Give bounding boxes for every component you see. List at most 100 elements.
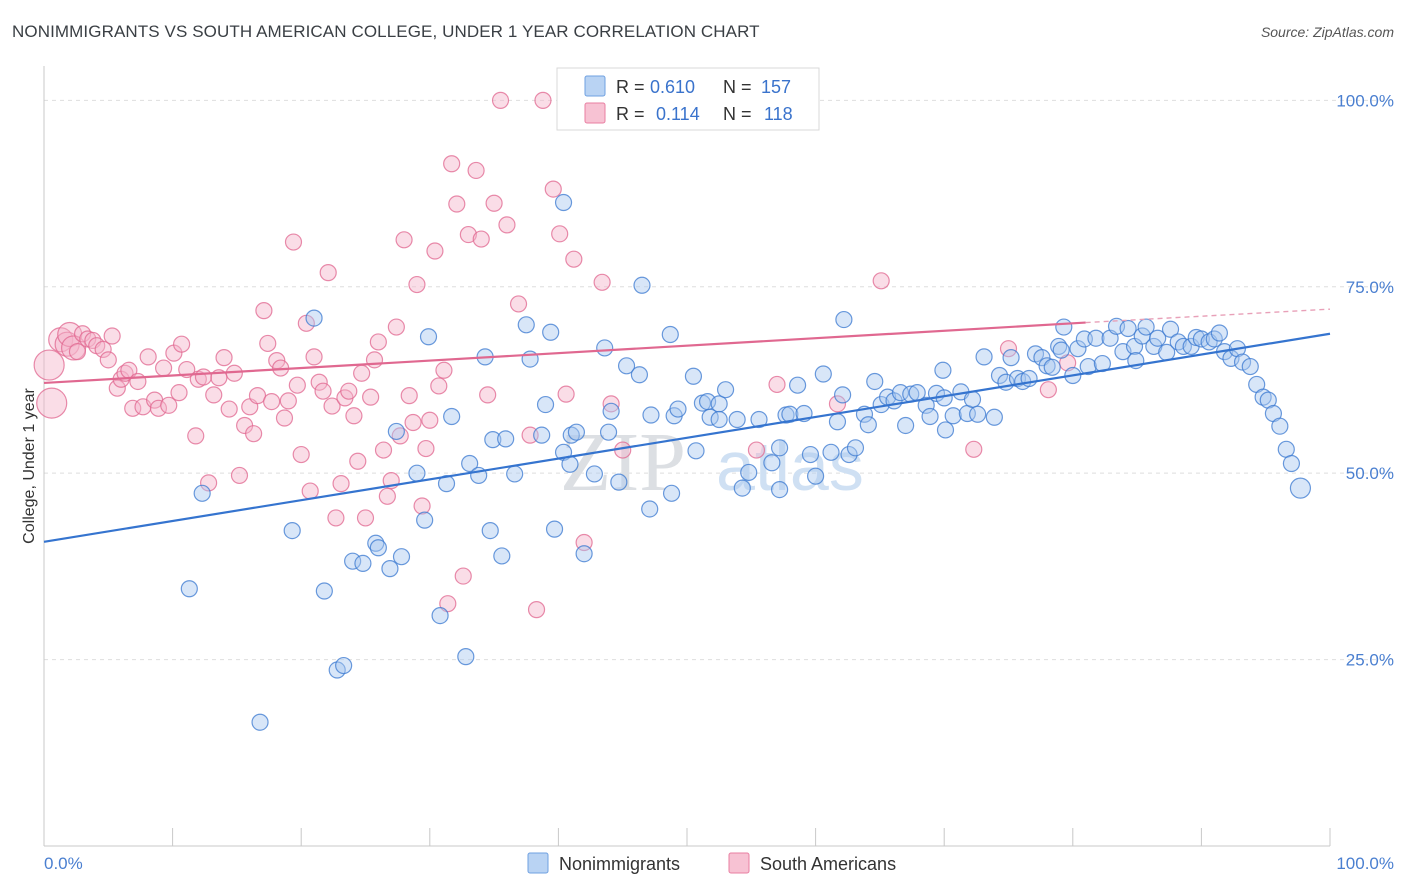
data-point: [934, 361, 952, 379]
data-point: [835, 310, 853, 329]
data-point: [788, 376, 807, 394]
y-axis-label: College, Under 1 year: [21, 388, 38, 544]
data-point: [710, 410, 728, 429]
data-point: [36, 387, 68, 419]
data-point: [1119, 319, 1137, 338]
watermark-atlas: atlas: [716, 427, 864, 505]
data-point: [68, 343, 87, 361]
data-point: [828, 395, 847, 413]
data-point: [485, 194, 503, 212]
legend-n-value-2: 118: [764, 104, 793, 124]
data-point: [533, 426, 551, 444]
scatter-points: [33, 91, 1312, 731]
data-point: [1149, 329, 1167, 347]
data-point: [443, 155, 461, 173]
data-point: [354, 554, 372, 573]
data-point: [108, 379, 126, 397]
trend-lines: [43, 308, 1331, 543]
data-point: [1137, 318, 1155, 336]
data-point: [305, 348, 323, 366]
data-point: [1052, 341, 1070, 359]
bottom-legend-swatch-nonimmigrants: [527, 852, 549, 874]
series-nonimmigrants-points: [180, 193, 1312, 731]
data-point: [263, 393, 281, 411]
data-point: [963, 390, 982, 408]
data-point: [94, 340, 112, 359]
data-point: [544, 180, 562, 198]
data-point: [215, 349, 233, 367]
data-point: [387, 318, 405, 336]
bottom-legend-label-south-americans: South Americans: [760, 854, 896, 874]
y-tick-label-100: 100.0%: [1336, 91, 1394, 110]
data-point: [356, 509, 375, 527]
data-point: [408, 464, 426, 482]
data-point: [205, 386, 223, 404]
data-point: [897, 416, 915, 435]
data-point: [129, 372, 147, 391]
data-point: [284, 233, 303, 251]
data-point: [866, 372, 884, 391]
data-point: [419, 328, 438, 346]
data-point: [565, 250, 583, 268]
data-point: [315, 582, 333, 600]
legend-n-label-2: N =: [723, 104, 752, 124]
data-point: [335, 656, 353, 675]
data-point: [747, 441, 766, 459]
data-point: [763, 454, 781, 472]
data-point: [1241, 357, 1259, 376]
x-tick-label-max: 100.0%: [1336, 854, 1394, 873]
data-point: [936, 421, 955, 439]
data-point: [557, 385, 575, 403]
data-point: [404, 413, 422, 432]
data-point: [770, 439, 789, 457]
data-point: [990, 366, 1009, 385]
data-point: [710, 395, 728, 413]
data-point: [542, 323, 560, 341]
data-point: [506, 465, 524, 483]
data-point: [1039, 381, 1057, 399]
data-point: [426, 242, 444, 260]
data-point: [740, 463, 758, 482]
data-point: [545, 520, 564, 538]
data-point: [251, 713, 269, 731]
data-point: [661, 325, 679, 344]
data-point: [60, 335, 87, 361]
data-point: [160, 396, 178, 414]
data-point: [1002, 349, 1020, 367]
data-point: [139, 348, 157, 366]
data-point: [1210, 324, 1229, 342]
y-tick-label-50: 50.0%: [1346, 464, 1394, 483]
data-point: [641, 500, 659, 518]
data-point: [768, 375, 786, 394]
data-point: [965, 440, 983, 458]
data-point: [365, 351, 384, 369]
data-point: [103, 327, 121, 345]
x-tick-label-min: 0.0%: [44, 854, 83, 873]
data-point: [292, 445, 310, 464]
data-point: [301, 482, 319, 500]
data-point: [534, 91, 552, 109]
data-point: [684, 367, 703, 385]
data-point: [669, 400, 687, 418]
data-point: [602, 402, 620, 420]
data-point: [173, 335, 191, 353]
data-point: [716, 381, 735, 399]
data-point: [801, 445, 820, 464]
data-point: [969, 405, 987, 423]
data-point: [323, 397, 341, 415]
data-point: [1069, 340, 1087, 358]
data-point: [413, 497, 431, 515]
data-point: [536, 395, 555, 414]
data-point: [314, 382, 332, 400]
data-point: [187, 427, 205, 445]
data-point: [73, 325, 92, 343]
data-point: [417, 439, 435, 458]
legend-r-label-2: R =: [616, 104, 645, 124]
legend-swatch-south-americans: [584, 102, 606, 124]
data-point: [180, 580, 198, 598]
data-point: [975, 348, 993, 366]
bottom-legend-label-nonimmigrants: Nonimmigrants: [559, 854, 680, 874]
data-point: [493, 547, 511, 565]
data-point: [457, 648, 475, 666]
